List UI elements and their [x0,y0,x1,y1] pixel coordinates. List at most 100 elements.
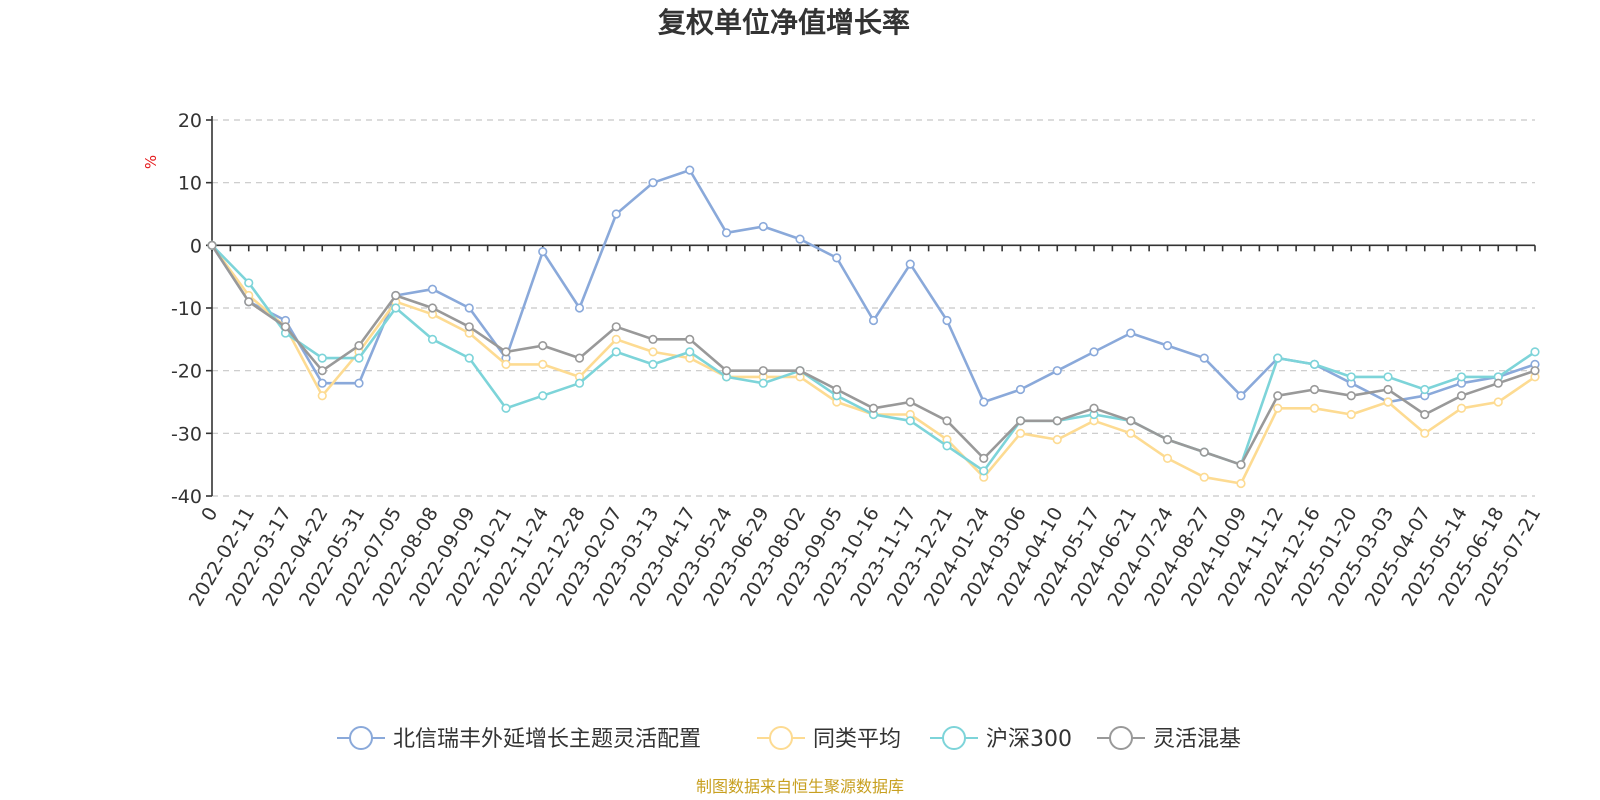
y-tick-label: -20 [171,361,202,383]
series-1-point [1015,428,1026,438]
series-2-point [538,391,548,401]
series-1-point [611,334,621,344]
series-3-point [464,322,474,332]
y-tick-label: -40 [171,486,202,508]
series-1-point [538,359,548,370]
series-1-point [317,391,327,401]
series-3-point [1199,447,1209,457]
series-2-point [905,416,915,426]
series-0-point [1089,347,1099,357]
legend-item-0[interactable]: 北信瑞丰外延增长主题灵活配置 [337,726,701,752]
series-2-point [427,334,438,344]
y-axis-unit-label: % [142,155,160,169]
series-3-point [1126,416,1136,426]
series-3-point [868,403,879,413]
y-tick-label: -10 [171,298,202,320]
series-0-point [721,228,732,238]
series-2-point [611,347,621,357]
series-3-point [942,416,952,426]
legend-item-2[interactable]: 沪深300 [930,726,1072,752]
series-1-point [648,347,658,357]
series-0-point [905,259,915,269]
series-0-point [1236,391,1246,401]
series-line-2 [211,244,1536,473]
legend-circle-icon [1109,726,1133,750]
series-1-point [1236,478,1246,489]
series-3-point [979,453,989,464]
series-3-point [1089,403,1099,413]
series-2-point [1383,372,1393,382]
series-3-point [1309,384,1320,395]
series-0-point [758,221,768,232]
series-2-point [1530,347,1540,357]
data-source-note: 制图数据来自恒生聚源数据库 [696,777,904,796]
series-1-point [1199,472,1209,482]
series-line-0 [210,168,1536,404]
legend-label: 同类平均 [813,727,901,752]
series-1-point [1126,428,1136,438]
series-3-point [685,334,695,344]
series-0-point [538,247,548,257]
legend-item-1[interactable]: 同类平均 [757,726,901,752]
series-3-point [611,322,621,332]
series-3-point [795,366,805,376]
series-1-point [1346,409,1356,420]
series-3-point [1052,416,1062,426]
legend-circle-icon [349,726,373,750]
series-0-point [1015,384,1026,395]
series-2-point [464,353,474,363]
series-1-point [1493,397,1503,407]
series-2-point [1309,359,1320,370]
legend-circle-icon [769,726,793,750]
series-2-point [317,353,327,363]
legend-label: 沪深300 [986,727,1072,752]
series-3-point [574,353,585,363]
series-0-point [1052,366,1062,376]
legend-label: 北信瑞丰外延增长主题灵活配置 [393,727,701,752]
series-3-point [280,322,291,332]
series-2-point [391,303,401,313]
series-2-point [1420,384,1430,395]
series-3-point [354,341,364,351]
series-2-point [1346,372,1356,382]
series-line-3 [210,244,1536,467]
series-0-point [795,234,805,244]
series-2-point [501,403,511,413]
series-3-point [1346,391,1356,401]
x-tick-label: 0 [197,504,222,525]
series-3-point [905,397,915,407]
series-2-point [1273,353,1283,363]
series-3-point [427,303,438,313]
series-0-point [685,165,695,175]
series-1-point [1052,435,1062,445]
series-3-point [1383,384,1393,395]
y-tick-label: 10 [178,173,202,195]
series-3-point [1236,460,1246,470]
series-0-point [942,315,952,326]
series-3-point [1530,366,1540,376]
series-3-point [207,240,217,250]
series-3-point [758,366,768,376]
series-0-point [574,303,585,313]
series-3-point [391,290,401,301]
series-2-point [354,353,364,363]
series-3-point [1162,435,1173,445]
series-3-point [538,341,548,351]
axes: 20100-10-20-30-4002022-02-112022-03-1720… [171,110,1545,610]
series-3-point [501,347,511,357]
series-1-point [1383,397,1393,407]
series-3-point [1420,409,1430,420]
legend-item-3[interactable]: 灵活混基 [1097,726,1241,752]
series-0-point [979,397,989,407]
series-1-point [1273,403,1283,413]
series-2-point [244,278,254,288]
series-2-point [1456,372,1467,382]
series-3-point [721,366,732,376]
series-0-point [354,378,364,388]
series-0-point [611,209,621,219]
series-1-point [1309,403,1320,413]
series-2-point [685,347,695,357]
series-0-point [648,178,658,188]
legend[interactable]: 北信瑞丰外延增长主题灵活配置 同类平均 沪深300 灵活混基 [337,726,1241,752]
